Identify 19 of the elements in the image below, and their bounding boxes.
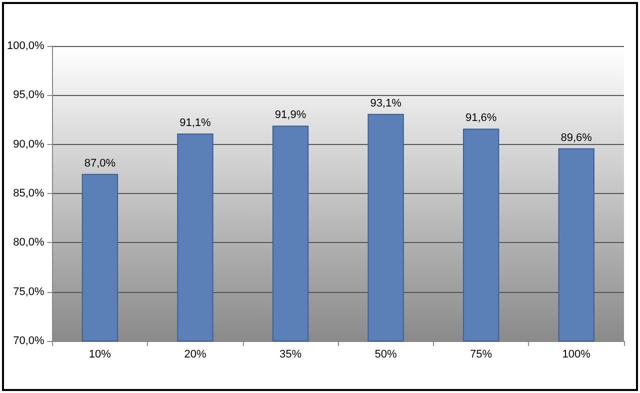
y-tick-label: 100,0% — [6, 40, 45, 52]
x-tick-label: 20% — [184, 348, 206, 360]
y-tick-label: 95,0% — [13, 89, 45, 102]
x-tick-label: 100% — [562, 348, 591, 360]
data-label: 91,1% — [180, 117, 212, 130]
y-tick-label: 70,0% — [13, 335, 45, 347]
x-tick-label: 35% — [279, 348, 302, 360]
x-tick-label: 10% — [88, 348, 112, 360]
x-tick-label: 50% — [374, 348, 398, 360]
y-tick-label: 85,0% — [13, 188, 45, 200]
y-tick-label: 90,0% — [13, 138, 45, 150]
data-label: 91,9% — [274, 109, 306, 122]
data-label: 91,6% — [465, 112, 497, 124]
y-tick-label: 80,0% — [13, 236, 45, 249]
data-label: 87,0% — [84, 157, 116, 170]
y-tick-label: 75,0% — [13, 286, 45, 298]
data-label: 93,1% — [370, 97, 402, 110]
x-tick-label: 75% — [470, 348, 492, 360]
data-label: 89,6% — [560, 132, 592, 144]
